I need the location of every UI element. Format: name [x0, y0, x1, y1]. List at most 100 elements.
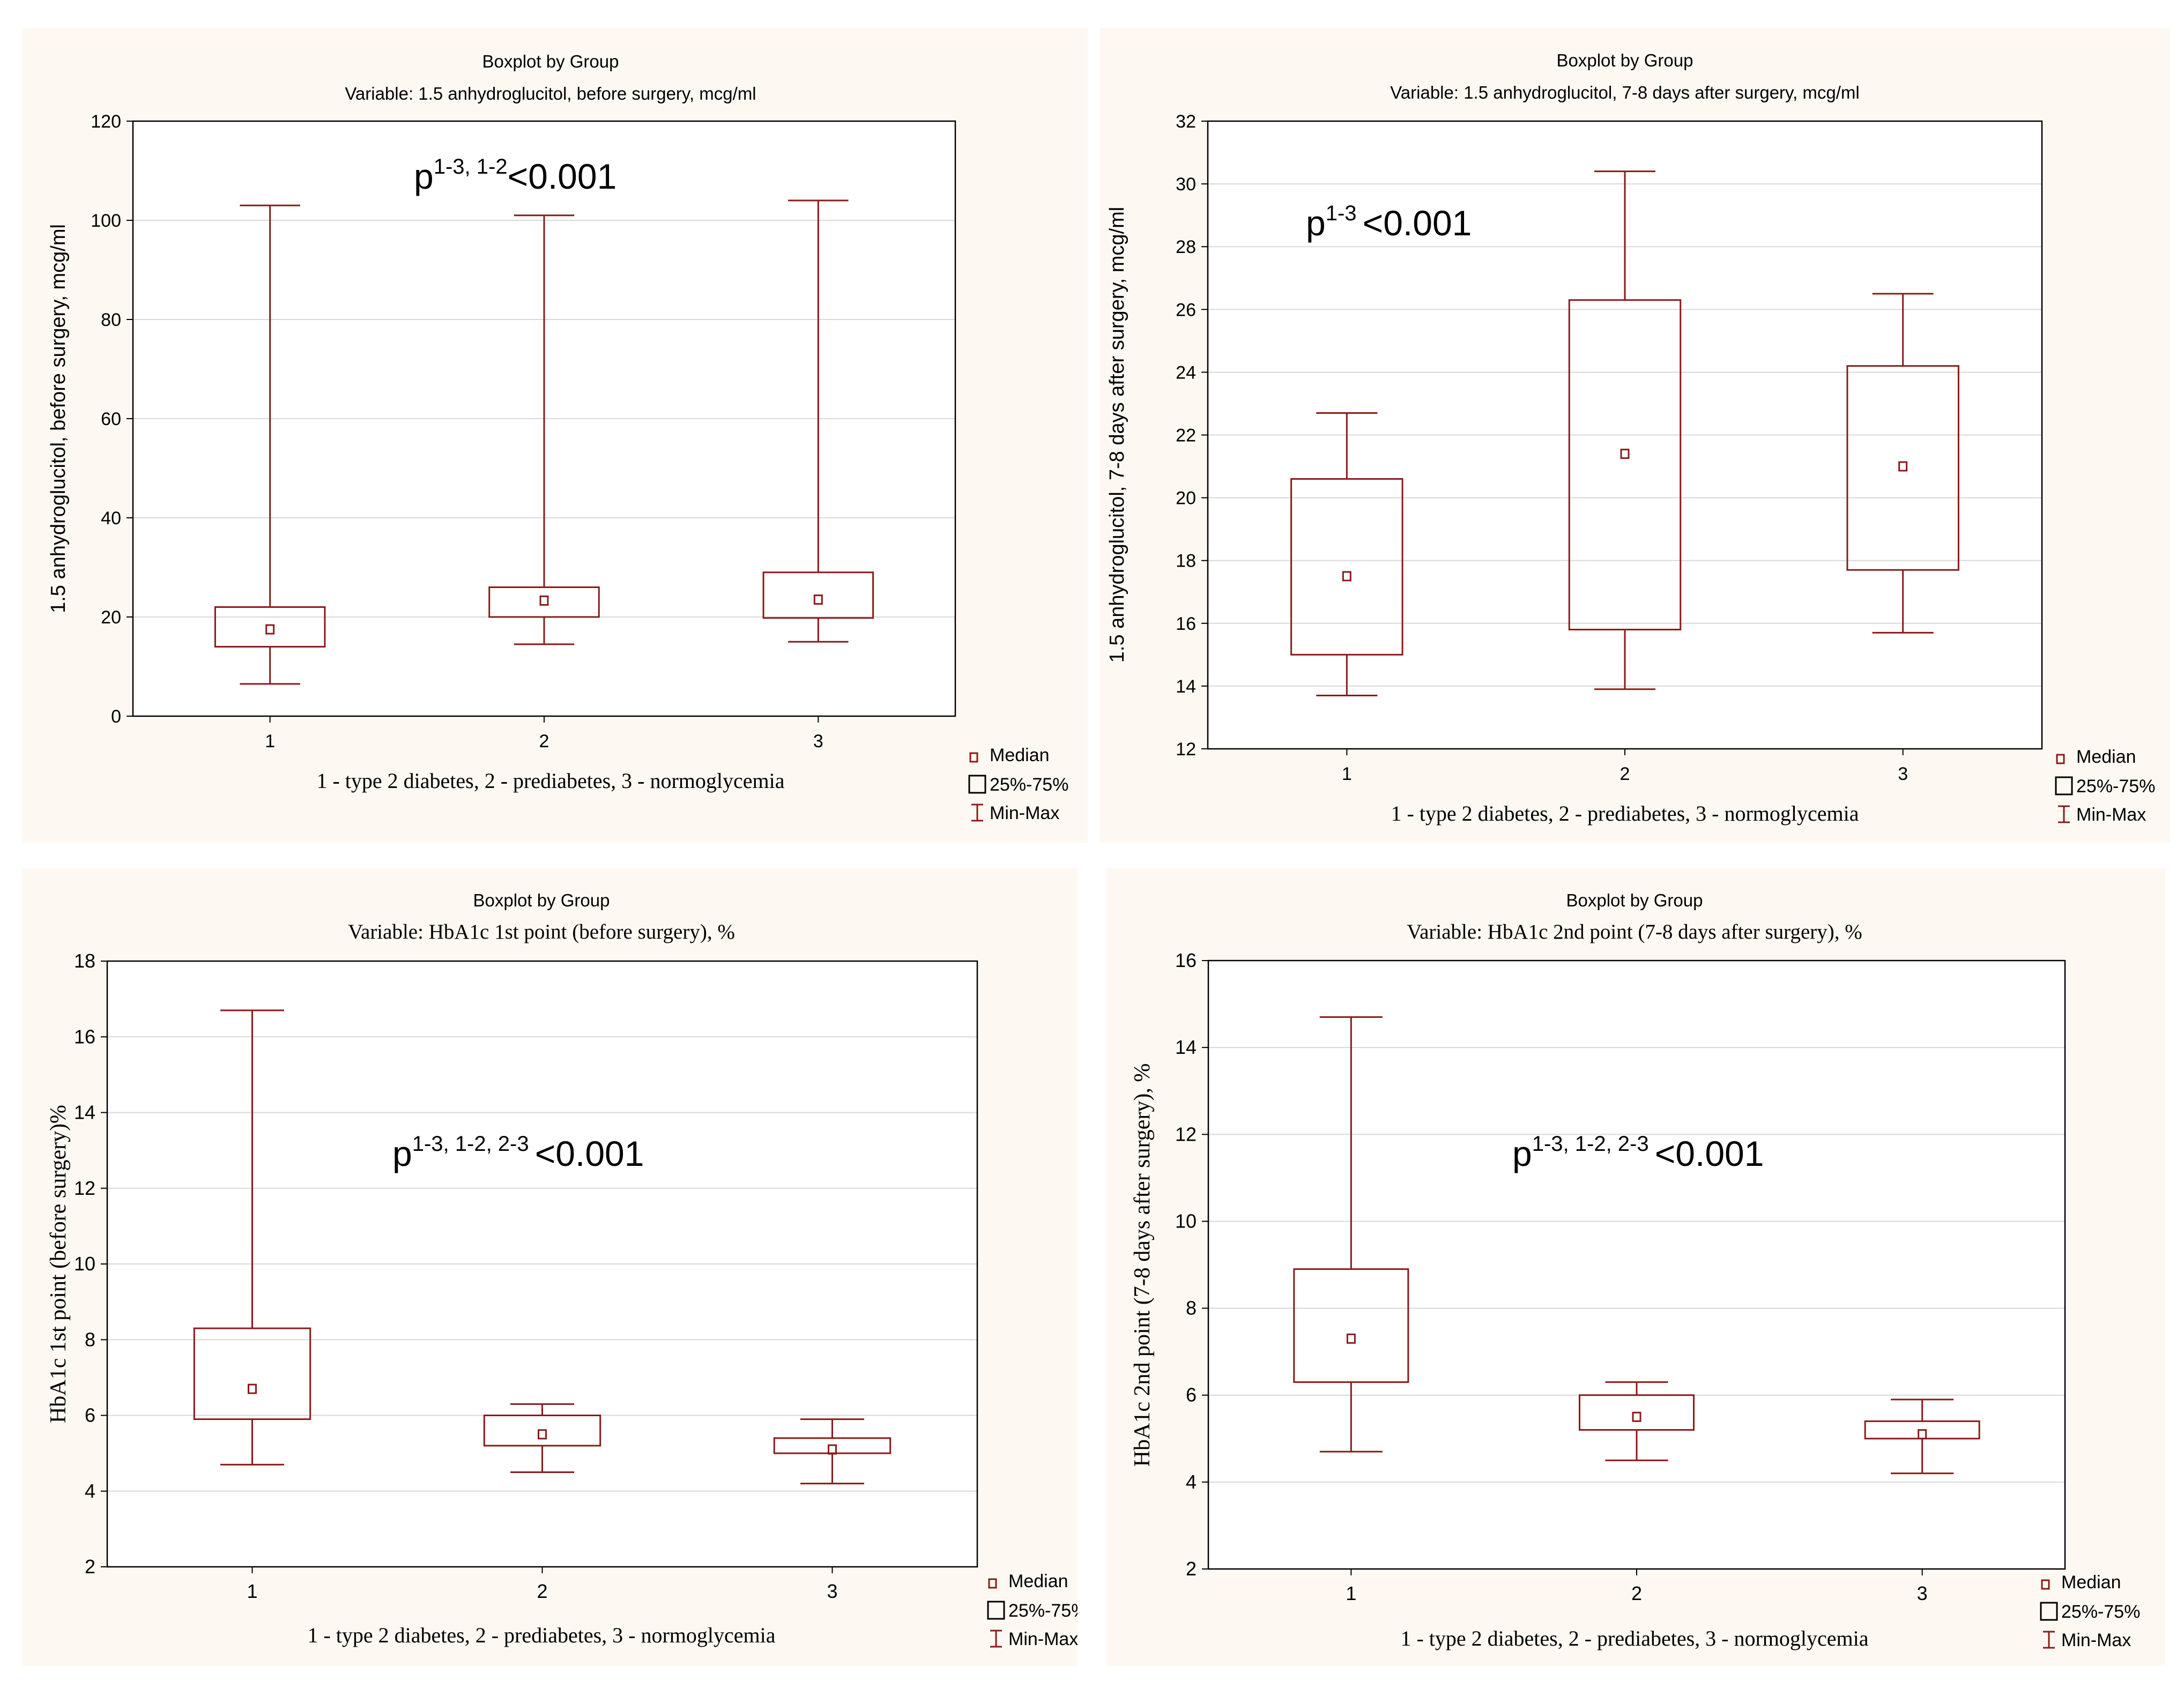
y-tick-label: 10 — [74, 1253, 95, 1275]
median-marker — [1342, 571, 1351, 582]
legend: Median 25%-75% Min-Max — [2055, 747, 2155, 825]
y-tick-label: 6 — [85, 1404, 95, 1426]
iqr-box — [1846, 365, 1959, 571]
chart-panel-4: Boxplot by Group Variable: HbA1c 2nd poi… — [1106, 868, 2165, 1666]
p-letter: p — [1512, 1134, 1532, 1173]
y-tick-label: 40 — [101, 508, 121, 529]
legend-box-label: 25%-75% — [1008, 1601, 1078, 1621]
x-tick-label: 1 — [1346, 1582, 1356, 1604]
y-tick-label: 20 — [1176, 488, 1196, 509]
chart-title: Boxplot by Group — [1557, 50, 1693, 70]
iqr-box — [1578, 1394, 1695, 1431]
x-tick-label: 1 — [265, 731, 275, 752]
median-marker — [1632, 1411, 1641, 1422]
chart-panel-3: Boxplot by Group Variable: HbA1c 1st poi… — [23, 868, 1078, 1666]
chart-panel-1: Boxplot by Group Variable: 1.5 anhydrogl… — [23, 28, 1088, 843]
legend-box-label: 25%-75% — [2076, 776, 2155, 797]
chart-svg-1: Boxplot by Group Variable: 1.5 anhydrogl… — [47, 51, 1068, 823]
x-tick-label: 2 — [1620, 764, 1630, 784]
p-groups-superscript: 1-3, 1-2, 2-3 — [412, 1132, 535, 1156]
legend-box-marker — [968, 775, 986, 794]
x-tick-label: 2 — [537, 1580, 547, 1602]
y-tick-label: 8 — [85, 1328, 95, 1350]
chart-subtitle: Variable: 1.5 anhydroglucitol, 7-8 days … — [1390, 83, 1860, 102]
x-tick-label: 1 — [1342, 764, 1352, 784]
legend-box-marker — [2055, 776, 2073, 795]
x-tick-label: 3 — [1898, 764, 1908, 784]
legend-whisker-marker — [990, 1630, 1002, 1648]
y-tick-label: 120 — [91, 111, 121, 132]
chart-panel-2: Boxplot by Group Variable: 1.5 anhydrogl… — [1100, 28, 2170, 843]
legend: Median 25%-75% Min-Max — [987, 1571, 1078, 1649]
legend-median-label: Median — [1008, 1571, 1068, 1591]
median-marker — [538, 1429, 547, 1440]
y-tick-label: 32 — [1176, 111, 1196, 132]
legend-median-label: Median — [990, 745, 1050, 765]
p-value-annotation: p1-3, 1-2, 2-3 <0.001 — [1512, 1132, 1764, 1173]
iqr-box — [762, 571, 874, 619]
chart-title: Boxplot by Group — [473, 890, 610, 910]
legend-box-marker — [2040, 1602, 2058, 1621]
p-groups-superscript: 1-3, 1-2 — [434, 155, 508, 178]
y-tick-label: 16 — [74, 1025, 95, 1047]
legend-median-marker — [988, 1578, 997, 1589]
iqr-box — [214, 606, 326, 648]
median-marker — [248, 1384, 257, 1394]
p-groups-superscript: 1-3, 1-2, 2-3 — [1532, 1132, 1655, 1156]
x-tick-label: 2 — [539, 731, 549, 752]
legend-median-marker — [2041, 1579, 2050, 1590]
median-marker — [1898, 461, 1908, 472]
y-tick-label: 14 — [1176, 676, 1196, 697]
iqr-box — [193, 1327, 311, 1420]
y-tick-label: 2 — [85, 1556, 95, 1578]
y-tick-label: 2 — [1186, 1558, 1197, 1580]
p-letter: p — [392, 1134, 412, 1173]
x-tick-label: 2 — [1631, 1582, 1642, 1604]
chart-subtitle: Variable: HbA1c 1st point (before surger… — [348, 920, 735, 943]
p-threshold: <0.001 — [508, 157, 617, 196]
median-marker — [828, 1444, 837, 1455]
legend-median-label: Median — [2061, 1572, 2121, 1593]
y-tick-label: 100 — [91, 211, 121, 231]
y-tick-label: 16 — [1175, 949, 1197, 971]
y-tick-label: 18 — [74, 950, 95, 972]
y-tick-label: 4 — [1186, 1471, 1197, 1493]
y-tick-label: 14 — [74, 1102, 95, 1124]
y-tick-label: 8 — [1186, 1297, 1197, 1319]
y-tick-label: 6 — [1186, 1384, 1197, 1406]
y-axis-label: HbA1c 1st point (before surgery)% — [46, 1105, 71, 1423]
p-threshold: <0.001 — [535, 1134, 644, 1173]
iqr-box — [483, 1415, 601, 1447]
legend-whisker-label: Min-Max — [990, 803, 1059, 823]
y-tick-label: 0 — [111, 706, 121, 727]
median-marker — [1918, 1429, 1927, 1440]
x-tick-label: 3 — [1917, 1582, 1928, 1604]
legend-whisker-label: Min-Max — [2076, 805, 2146, 825]
plot-area-background — [1208, 961, 2065, 1569]
legend-box-marker — [987, 1601, 1005, 1620]
y-tick-label: 20 — [101, 607, 121, 628]
legend-whisker-marker — [971, 804, 983, 822]
chart-title: Boxplot by Group — [1566, 890, 1703, 910]
y-tick-label: 16 — [1176, 614, 1196, 634]
chart-title: Boxplot by Group — [482, 51, 619, 71]
legend-whisker-label: Min-Max — [2061, 1630, 2131, 1650]
y-tick-label: 14 — [1175, 1036, 1197, 1058]
chart-svg-4: Boxplot by Group Variable: HbA1c 2nd poi… — [1130, 890, 2140, 1650]
iqr-box — [1293, 1268, 1409, 1383]
legend-whisker-label: Min-Max — [1008, 1629, 1078, 1649]
y-axis-label: 1.5 anhydroglucitol, 7-8 days after surg… — [1106, 207, 1128, 663]
y-tick-label: 12 — [1175, 1123, 1197, 1145]
iqr-box — [1290, 478, 1403, 656]
legend-median-marker — [2056, 754, 2065, 764]
x-tick-label: 3 — [813, 731, 823, 752]
iqr-box — [488, 586, 600, 618]
y-axis-label: 1.5 anhydroglucitol, before surgery, mcg… — [47, 224, 70, 613]
legend: Median 25%-75% Min-Max — [2040, 1572, 2140, 1650]
legend-box-label: 25%-75% — [990, 775, 1068, 795]
x-axis-label: 1 - type 2 diabetes, 2 - prediabetes, 3 … — [1391, 801, 1859, 825]
p-value-annotation: p1-3 <0.001 — [1306, 202, 1472, 243]
y-tick-label: 12 — [74, 1177, 95, 1199]
median-marker — [265, 624, 275, 635]
iqr-box — [1568, 299, 1682, 631]
